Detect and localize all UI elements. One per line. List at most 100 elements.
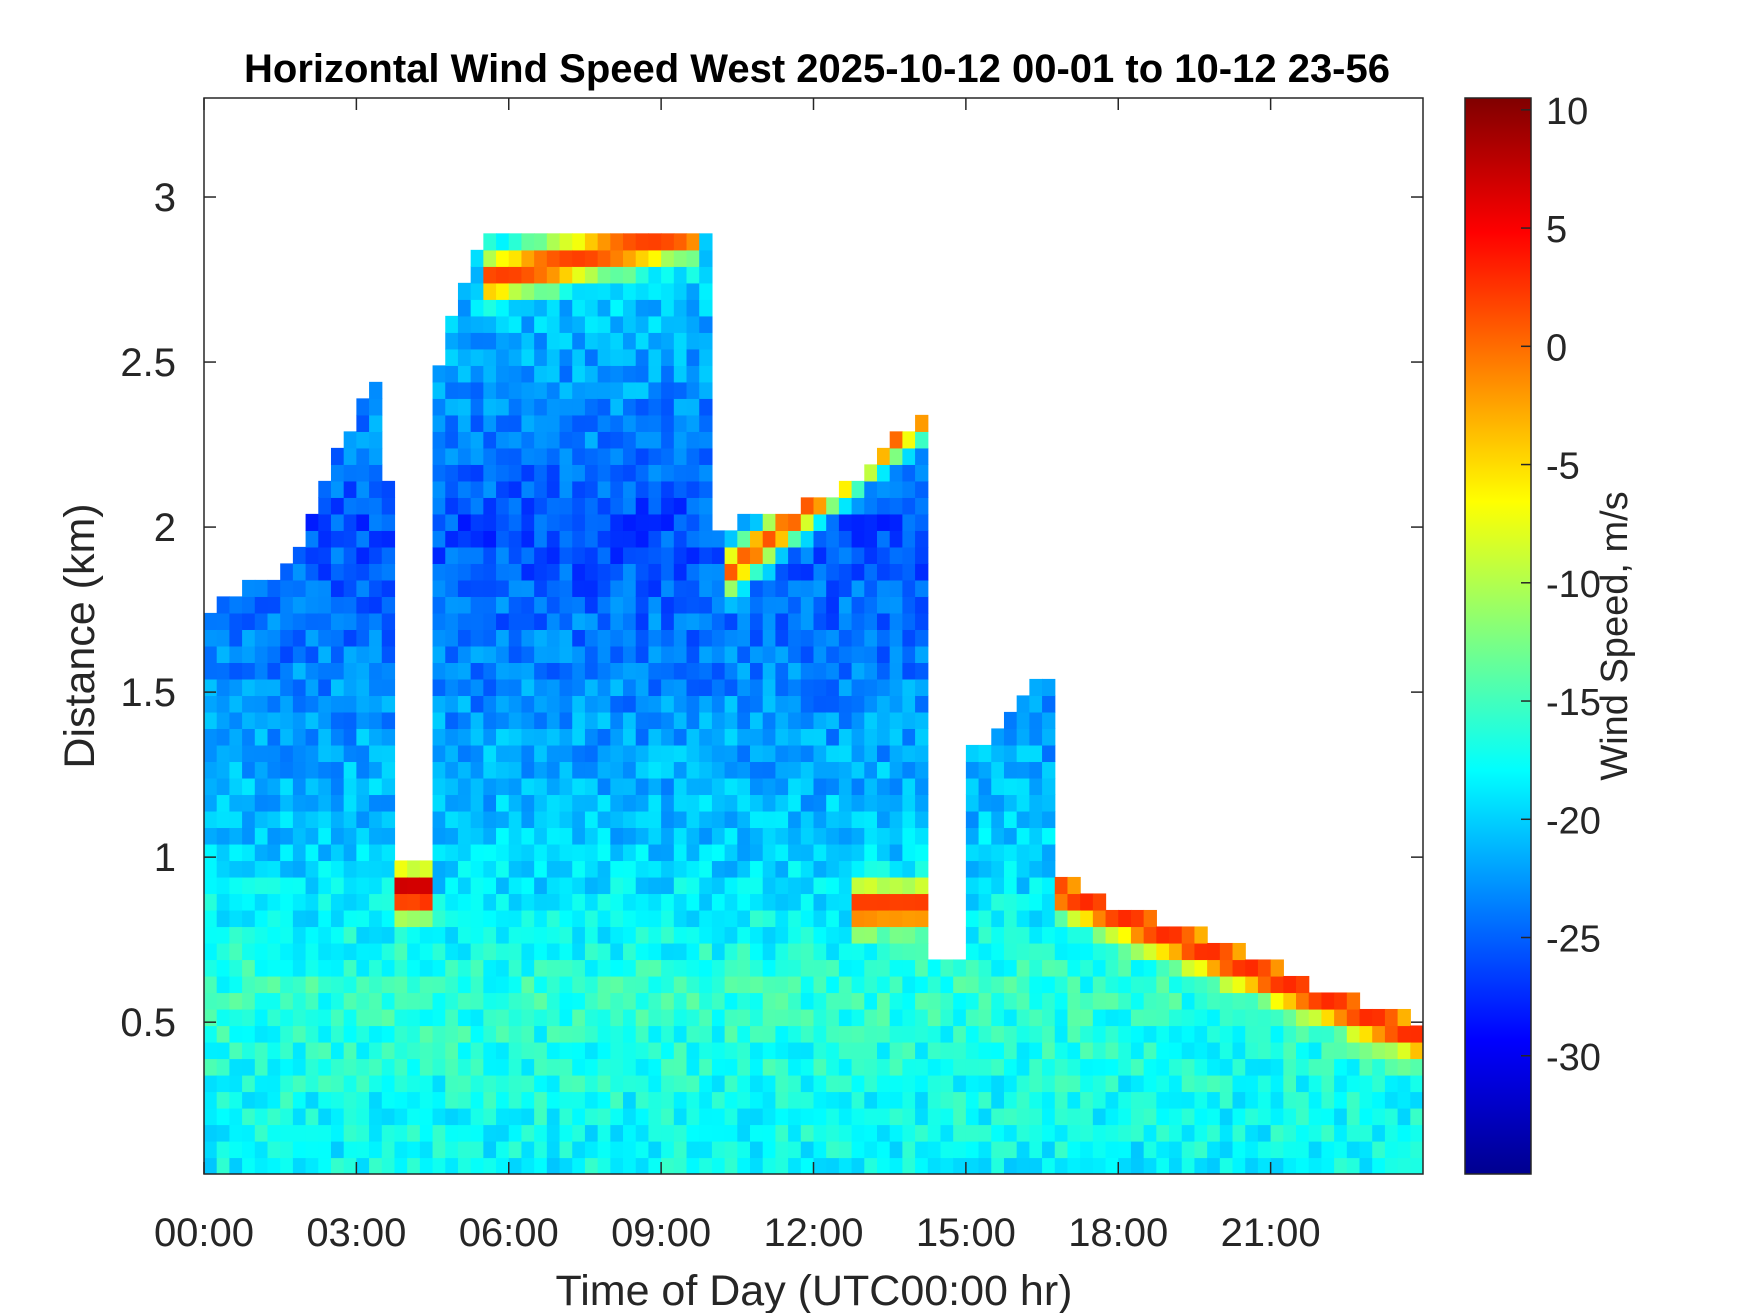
heatmap-cell: [572, 579, 586, 597]
heatmap-cell: [1232, 1124, 1246, 1142]
heatmap-cell: [216, 959, 230, 977]
heatmap-cell: [686, 860, 700, 878]
heatmap-cell: [445, 926, 459, 944]
heatmap-cell: [978, 794, 992, 812]
heatmap-cell: [546, 777, 561, 796]
heatmap-cell: [280, 909, 294, 928]
heatmap-cell: [419, 909, 434, 928]
heatmap-cell: [648, 975, 662, 994]
heatmap-cell: [534, 695, 548, 713]
heatmap-cell: [432, 876, 446, 895]
heatmap-cell: [699, 1008, 713, 1027]
heatmap-cell: [851, 794, 865, 812]
heatmap-cell: [597, 860, 611, 878]
heatmap-cell: [1384, 1091, 1399, 1109]
heatmap-cell: [496, 365, 510, 383]
heatmap-cell: [648, 1124, 662, 1142]
heatmap-cell: [610, 662, 624, 680]
heatmap-cell: [330, 497, 345, 515]
heatmap-cell: [1029, 1124, 1043, 1142]
heatmap-cell: [521, 233, 535, 251]
heatmap-cell: [369, 612, 383, 630]
heatmap-cell: [902, 827, 916, 845]
heatmap-cell: [915, 1041, 929, 1060]
heatmap-cell: [978, 1074, 992, 1093]
heatmap-cell: [661, 1107, 675, 1126]
heatmap-cell: [902, 810, 916, 829]
heatmap-cell: [1092, 893, 1107, 911]
heatmap-cell: [369, 464, 383, 482]
heatmap-cell: [445, 381, 459, 399]
heatmap-cell: [1346, 1124, 1361, 1142]
heatmap-cell: [419, 1008, 434, 1027]
heatmap-cell: [1143, 1041, 1157, 1060]
heatmap-cell: [216, 992, 230, 1010]
heatmap-cell: [813, 1041, 827, 1060]
heatmap-cell: [635, 414, 650, 432]
heatmap-cell: [648, 678, 662, 697]
heatmap-cell: [940, 1008, 954, 1027]
heatmap-cell: [1003, 744, 1018, 763]
heatmap-cell: [699, 414, 713, 432]
heatmap-cell: [204, 744, 218, 763]
heatmap-cell: [445, 447, 459, 465]
heatmap-cell: [1219, 1140, 1234, 1159]
heatmap-cell: [902, 794, 916, 812]
heatmap-cell: [254, 1025, 269, 1043]
heatmap-cell: [407, 909, 421, 928]
heatmap-cell: [267, 761, 281, 779]
heatmap-cell: [521, 645, 535, 663]
heatmap-cell: [915, 843, 929, 862]
heatmap-cell: [864, 893, 878, 911]
heatmap-cell: [534, 1157, 548, 1174]
heatmap-cell: [1067, 992, 1081, 1010]
heatmap-cell: [496, 299, 510, 317]
heatmap-cell: [1334, 1124, 1348, 1142]
heatmap-cell: [838, 513, 853, 531]
heatmap-cell: [673, 1091, 688, 1109]
heatmap-cell: [610, 398, 624, 416]
heatmap-cell: [1016, 1157, 1030, 1174]
heatmap-cell: [813, 579, 827, 597]
heatmap-cell: [280, 612, 294, 630]
heatmap-cell: [1346, 1058, 1361, 1076]
heatmap-cell: [381, 513, 396, 531]
heatmap-cell: [699, 530, 713, 548]
heatmap-cell: [1181, 1008, 1196, 1027]
heatmap-cell: [1080, 942, 1094, 961]
heatmap-cell: [508, 596, 523, 614]
heatmap-cell: [559, 249, 573, 267]
heatmap-cell: [1372, 1124, 1386, 1142]
heatmap-cell: [1156, 1091, 1170, 1109]
heatmap-cell: [559, 480, 573, 498]
heatmap-cell: [889, 1091, 903, 1109]
heatmap-cell: [572, 728, 586, 746]
heatmap-cell: [559, 794, 573, 812]
heatmap-cell: [305, 546, 319, 564]
heatmap-cell: [318, 612, 332, 630]
heatmap-cell: [826, 794, 840, 812]
heatmap-cell: [635, 447, 650, 465]
heatmap-cell: [356, 1008, 370, 1027]
heatmap-cell: [1092, 992, 1107, 1010]
heatmap-cell: [1054, 1008, 1069, 1027]
heatmap-cell: [1118, 1124, 1132, 1142]
heatmap-cell: [216, 843, 230, 862]
heatmap-cell: [1067, 1074, 1081, 1093]
heatmap-cell: [204, 794, 218, 812]
heatmap-cell: [889, 447, 903, 465]
heatmap-cell: [330, 1008, 345, 1027]
heatmap-cell: [407, 942, 421, 961]
heatmap-cell: [546, 513, 561, 531]
heatmap-cell: [572, 761, 586, 779]
heatmap-cell: [915, 546, 929, 564]
heatmap-cell: [483, 266, 497, 284]
heatmap-cell: [597, 381, 611, 399]
heatmap-cell: [876, 1074, 891, 1093]
heatmap-cell: [1003, 777, 1018, 796]
heatmap-cell: [724, 645, 738, 663]
heatmap-cell: [623, 579, 637, 597]
heatmap-cell: [597, 282, 611, 300]
heatmap-cell: [1016, 1058, 1030, 1076]
heatmap-cell: [610, 612, 624, 630]
